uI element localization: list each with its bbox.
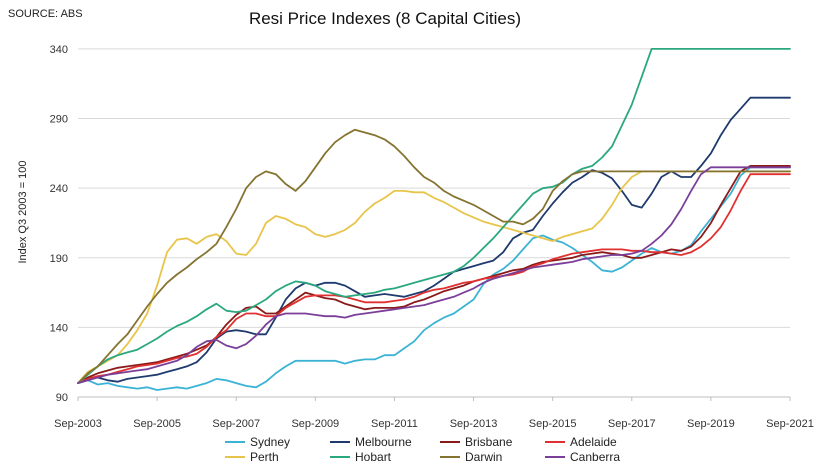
y-tick-label: 290 [50, 114, 68, 126]
legend: Sydney Melbourne Brisbane Adelaide Perth Hoba… [225, 435, 620, 464]
y-tick-label: 190 [50, 253, 68, 265]
legend-item-sydney: Sydney [225, 435, 290, 449]
legend-label: Hobart [355, 450, 392, 464]
legend-label: Perth [250, 450, 279, 464]
series-line-darwin [77, 128, 791, 385]
x-tick-label: Sep-2007 [212, 418, 260, 430]
axis-layer: 90 140 190 240 290 340 Sep-2003 Sep-2005 Sep-200… [50, 44, 814, 430]
x-tick-label: Sep-2017 [608, 418, 656, 430]
series-line-canberra [77, 166, 791, 385]
legend-label: Canberra [570, 450, 620, 464]
x-tick-label: Sep-2021 [766, 418, 814, 430]
legend-item-darwin: Darwin [440, 450, 502, 464]
legend-item-melbourne: Melbourne [330, 435, 412, 449]
chart-title: Resi Price Indexes (8 Capital Cities) [249, 9, 521, 28]
x-tick-label: Sep-2013 [450, 418, 498, 430]
legend-label: Melbourne [355, 435, 412, 449]
legend-item-brisbane: Brisbane [440, 435, 513, 449]
legend-item-perth: Perth [225, 450, 279, 464]
series-line-melbourne [77, 96, 791, 385]
legend-label: Adelaide [570, 435, 617, 449]
series-line-brisbane [77, 164, 791, 385]
series-line-hobart [77, 48, 791, 385]
y-tick-label: 140 [50, 322, 68, 334]
legend-label: Sydney [250, 435, 290, 449]
x-tick-label: Sep-2015 [529, 418, 577, 430]
legend-label: Darwin [465, 450, 502, 464]
series-layer [77, 48, 791, 391]
legend-item-canberra: Canberra [545, 450, 620, 464]
source-note: SOURCE: ABS [8, 8, 83, 20]
series-line-adelaide [77, 173, 791, 385]
legend-item-adelaide: Adelaide [545, 435, 617, 449]
legend-label: Brisbane [465, 435, 513, 449]
y-tick-label: 340 [50, 44, 68, 56]
legend-item-hobart: Hobart [330, 450, 392, 464]
grid-layer [78, 48, 790, 398]
x-tick-label: Sep-2005 [133, 418, 181, 430]
y-tick-label: 240 [50, 183, 68, 195]
x-tick-label: Sep-2009 [291, 418, 339, 430]
x-tick-label: Sep-2011 [371, 418, 418, 430]
y-tick-label: 90 [56, 392, 68, 404]
y-axis-label: Index Q3 2003 = 100 [17, 160, 29, 263]
x-tick-label: Sep-2003 [54, 418, 102, 430]
x-tick-label: Sep-2019 [687, 418, 735, 430]
